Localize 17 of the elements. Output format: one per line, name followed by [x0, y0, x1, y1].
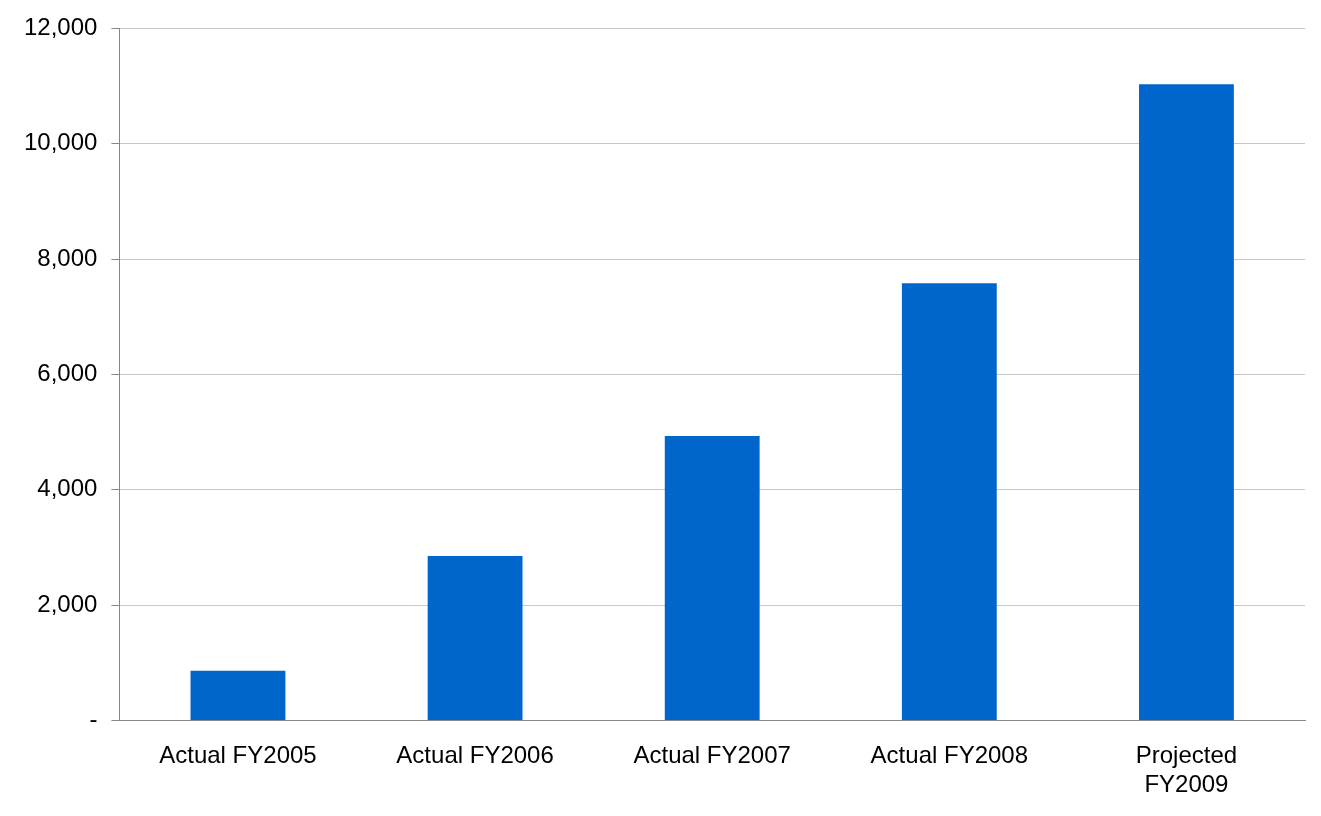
bar: [664, 436, 760, 720]
y-tick-label: 2,000: [37, 589, 98, 617]
bar: [901, 283, 997, 720]
x-tick-label: Actual FY2006: [396, 741, 554, 769]
y-tick-label: 6,000: [37, 359, 98, 387]
bar: [190, 670, 286, 720]
bar: [1139, 84, 1234, 720]
y-tick-label: 4,000: [37, 474, 98, 502]
x-tick-label: Actual FY2007: [633, 741, 791, 769]
y-tick-label: 10,000: [24, 128, 98, 156]
y-tick-label: 8,000: [37, 243, 98, 271]
x-tick-label: Projected FY2009: [1135, 741, 1238, 798]
y-tick-label: 12,000: [24, 13, 98, 41]
x-tick-label: Actual FY2008: [870, 741, 1029, 769]
y-tick-label: -: [89, 705, 98, 733]
bar: [427, 556, 523, 720]
x-tick-label: Actual FY2005: [159, 741, 317, 769]
